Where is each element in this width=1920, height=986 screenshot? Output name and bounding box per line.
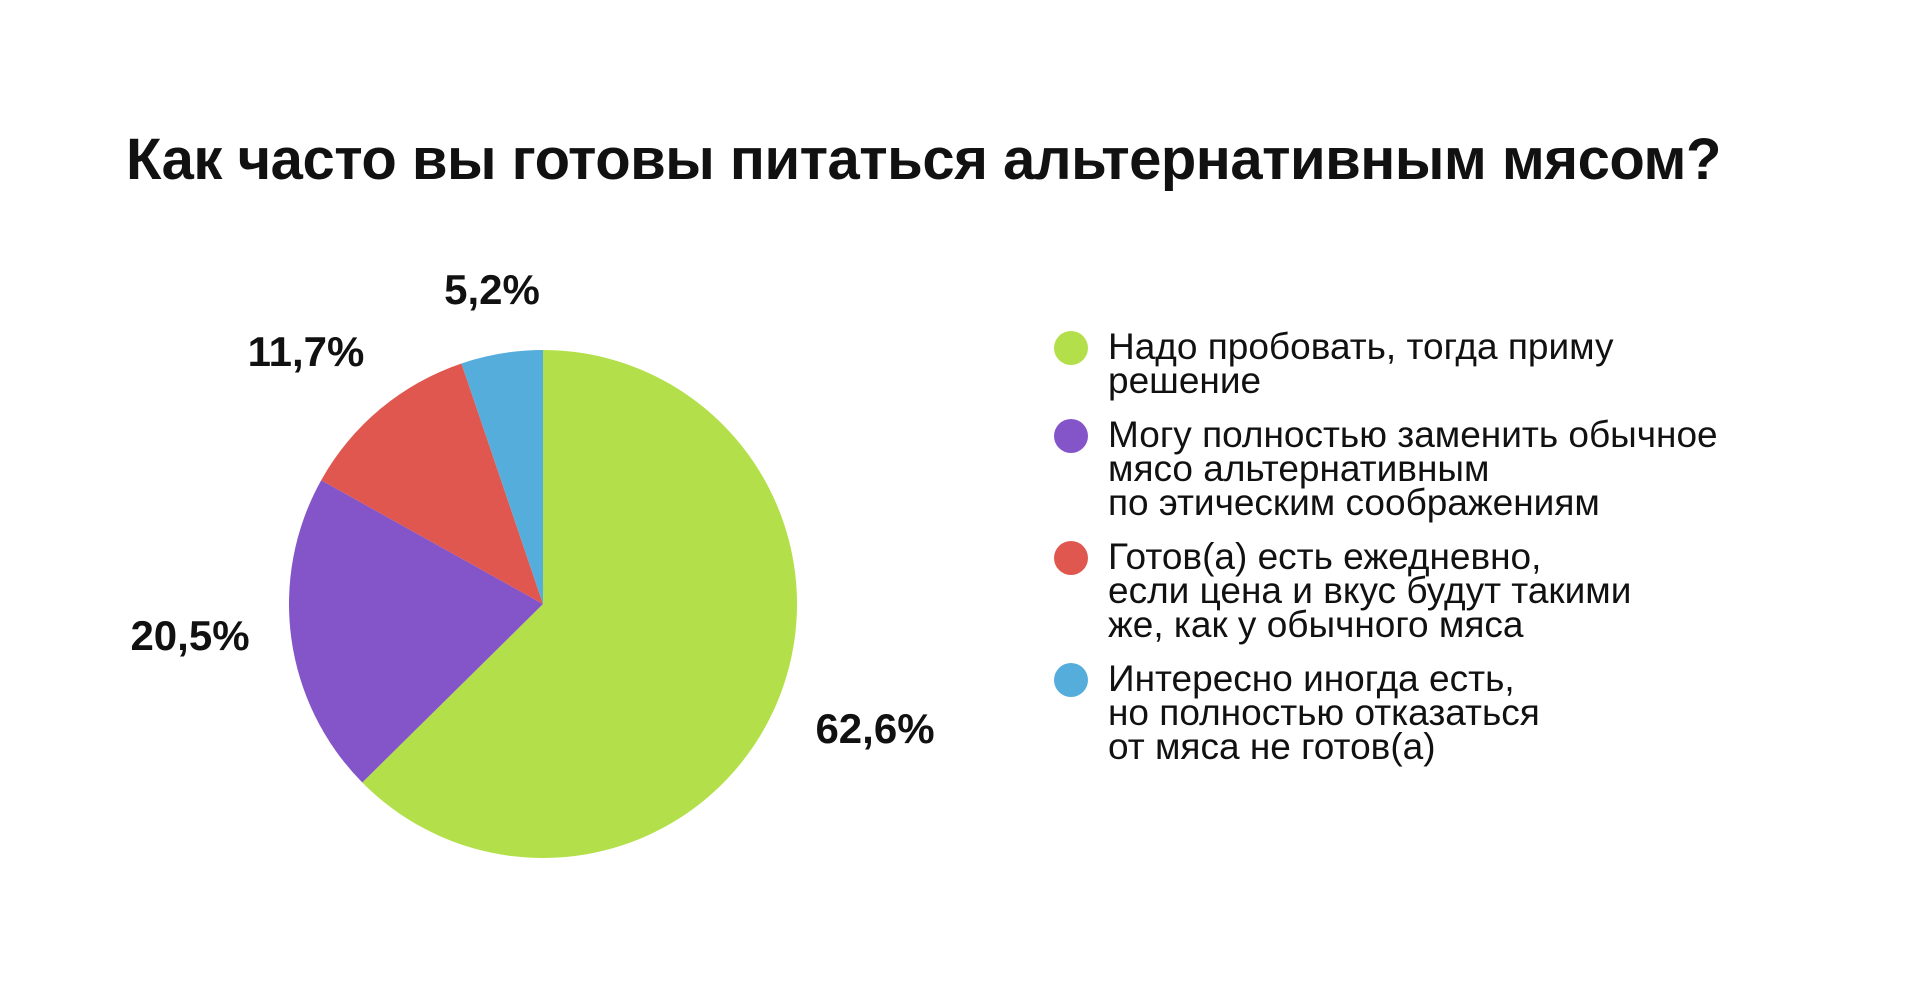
pie-slice-4 bbox=[461, 350, 543, 604]
legend-label: Могу полностью заменить обычное мясо аль… bbox=[1108, 414, 1718, 523]
legend-item-2: Могу полностью заменить обычное мясо аль… bbox=[1054, 416, 1874, 521]
legend-item-3: Готов(а) есть ежедневно, если цена и вку… bbox=[1054, 538, 1874, 643]
legend-swatch-icon bbox=[1054, 541, 1088, 575]
legend-swatch-icon bbox=[1054, 331, 1088, 365]
legend: Надо пробовать, тогда приму решение Могу … bbox=[1054, 328, 1874, 784]
legend-swatch-icon bbox=[1054, 419, 1088, 453]
pie-value-labels: 62,6% 20,5% 11,7% 5,2% bbox=[130, 266, 934, 752]
pie-slice-3 bbox=[321, 363, 543, 604]
legend-label: Надо пробовать, тогда приму решение bbox=[1108, 326, 1614, 401]
legend-item-1: Надо пробовать, тогда приму решение bbox=[1054, 328, 1874, 399]
legend-label: Готов(а) есть ежедневно, если цена и вку… bbox=[1108, 536, 1632, 645]
chart-title: Как часто вы готовы питаться альтернатив… bbox=[126, 127, 1721, 192]
pie-slices bbox=[289, 350, 798, 858]
pie-slice-1 bbox=[362, 350, 798, 858]
pie-slice-2 bbox=[289, 480, 543, 783]
legend-label: Интересно иногда есть, но полностью отка… bbox=[1108, 658, 1540, 767]
slice-value-label-3: 11,7% bbox=[248, 328, 365, 375]
legend-item-4: Интересно иногда есть, но полностью отка… bbox=[1054, 660, 1874, 765]
legend-swatch-icon bbox=[1054, 663, 1088, 697]
slice-value-label-4: 5,2% bbox=[444, 266, 540, 313]
slice-value-label-2: 20,5% bbox=[130, 612, 249, 659]
slice-value-label-1: 62,6% bbox=[815, 705, 934, 752]
